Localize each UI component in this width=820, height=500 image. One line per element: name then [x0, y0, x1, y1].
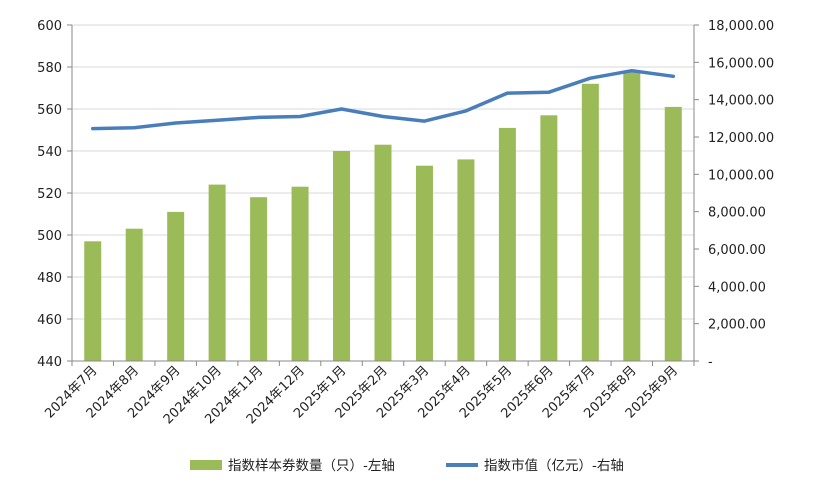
left-axis-ticks: 440 460 480 500 520 540 560 580 600	[37, 19, 62, 370]
right-tick-label: 14,000.00	[708, 94, 774, 109]
legend-line-label: 指数市值（亿元）-右轴	[484, 457, 624, 474]
right-tick-label: 8,000.00	[708, 206, 766, 221]
line-point	[257, 115, 261, 119]
right-tick-label: 12,000.00	[708, 131, 774, 146]
axes	[67, 24, 699, 366]
left-tick-label: 500	[37, 229, 62, 244]
line-point	[340, 107, 344, 111]
line-point	[91, 127, 95, 131]
left-tick-label: 600	[37, 19, 62, 34]
bar	[623, 71, 641, 361]
line-point	[381, 114, 385, 118]
right-tick-label: 10,000.00	[708, 168, 774, 183]
left-tick-label: 440	[37, 355, 62, 370]
line-point	[174, 121, 178, 125]
bar	[374, 144, 392, 361]
line-point	[422, 119, 426, 123]
bar	[84, 241, 102, 361]
bar	[415, 165, 433, 361]
bar	[457, 159, 475, 361]
line-point	[547, 90, 551, 94]
line-point	[132, 126, 136, 130]
bar	[333, 151, 351, 361]
bar	[664, 106, 682, 362]
right-tick-label: -	[708, 355, 713, 370]
x-axis-ticks: 2024年7月2024年8月2024年9月2024年10月2024年11月202…	[42, 363, 681, 427]
bar	[125, 228, 143, 361]
right-tick-label: 2,000.00	[708, 318, 766, 333]
left-tick-label: 460	[37, 313, 62, 328]
left-tick-label: 540	[37, 145, 62, 160]
left-tick-label: 560	[37, 103, 62, 118]
legend-bar-swatch	[190, 460, 222, 470]
line-point	[464, 109, 468, 113]
bar	[498, 127, 516, 362]
right-tick-label: 18,000.00	[708, 19, 774, 34]
bar	[291, 186, 309, 361]
line-point	[298, 114, 302, 118]
right-axis-ticks: - 2,000.00 4,000.00 6,000.00 8,000.00 10,000.…	[708, 19, 774, 370]
line-series	[90, 68, 676, 131]
left-tick-label: 520	[37, 187, 62, 202]
bar	[167, 211, 185, 361]
line-point	[671, 74, 675, 78]
right-tick-label: 16,000.00	[708, 56, 774, 71]
line-point	[215, 118, 219, 122]
bar	[250, 197, 268, 361]
bar	[581, 83, 599, 362]
line-point	[505, 91, 509, 95]
right-tick-label: 6,000.00	[708, 243, 766, 258]
line-point	[630, 69, 634, 73]
right-tick-label: 4,000.00	[708, 280, 766, 295]
left-tick-label: 480	[37, 271, 62, 286]
line-point	[588, 76, 592, 80]
bar	[540, 115, 558, 361]
bar	[208, 184, 226, 361]
bar-series	[84, 71, 682, 362]
legend: 指数样本券数量（只）-左轴 指数市值（亿元）-右轴	[190, 457, 624, 474]
left-tick-label: 580	[37, 61, 62, 76]
legend-bar-label: 指数样本券数量（只）-左轴	[228, 458, 395, 474]
